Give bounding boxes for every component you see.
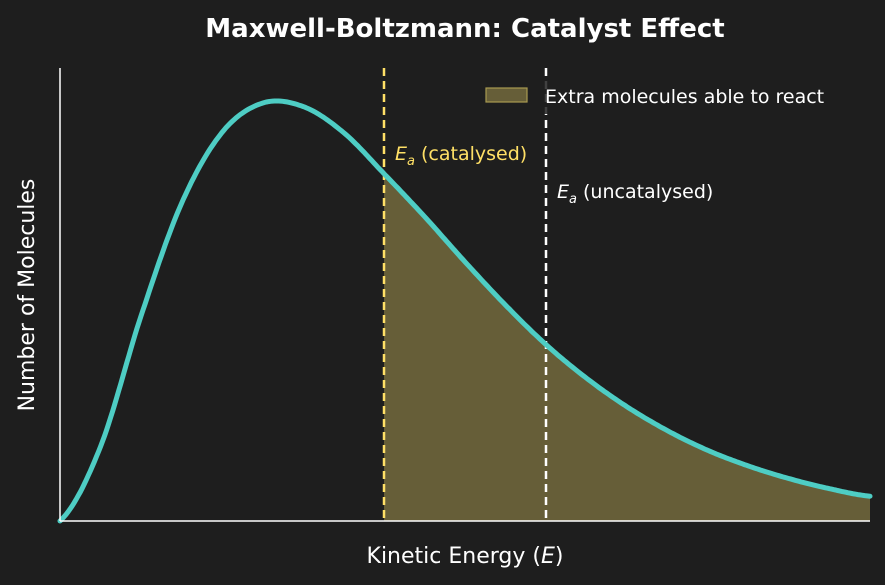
x-axis-label: Kinetic Energy (E) [367, 544, 564, 569]
legend-frame [476, 76, 864, 114]
distribution-curve [57, 98, 873, 524]
activation-energy-label: Ea (uncatalysed) [557, 181, 713, 207]
chart-title: Maxwell-Boltzmann: Catalyst Effect [205, 14, 724, 44]
y-axis-label: Number of Molecules [15, 179, 40, 412]
activation-energy-label: Ea (catalysed) [395, 143, 527, 169]
shaded-area [384, 173, 870, 521]
legend: Extra molecules able to react [476, 76, 864, 114]
legend-swatch [485, 87, 528, 103]
legend-label: Extra molecules able to react [545, 86, 824, 108]
